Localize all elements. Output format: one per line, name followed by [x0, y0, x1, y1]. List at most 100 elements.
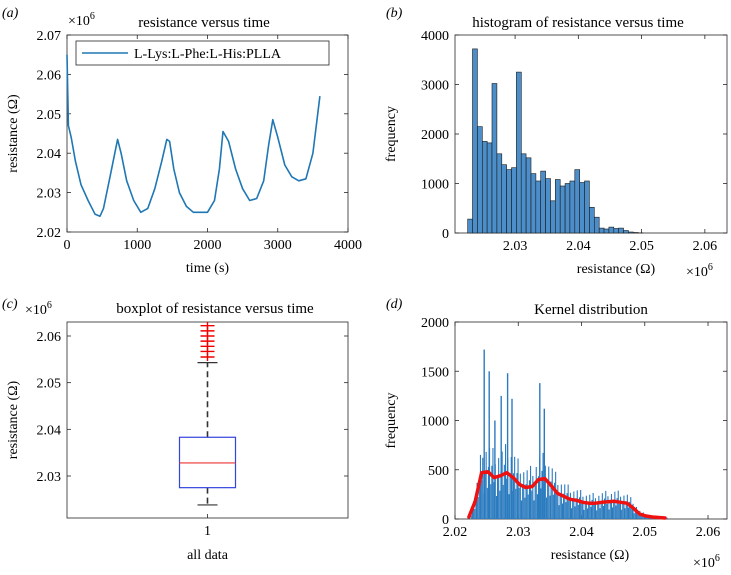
- frequency-bar: [572, 499, 574, 519]
- frequency-bar-peak: [539, 383, 541, 519]
- panel-d-kernel-distribution: (d) Kernel distribution ×106 resistance (Ω)…: [384, 297, 728, 571]
- axis-exponent-label: ×106: [25, 300, 52, 318]
- x-tick-label: 2000: [194, 238, 222, 253]
- frequency-bar-peak: [511, 398, 513, 519]
- frequency-bar: [502, 484, 504, 519]
- y-tick-label: 2.06: [37, 330, 62, 345]
- axis-exponent-label: ×106: [68, 11, 95, 29]
- frequency-bar: [484, 472, 486, 519]
- frequency-bar: [535, 467, 537, 519]
- frequency-bar: [583, 509, 585, 519]
- frequency-bar: [597, 503, 599, 519]
- histogram-bar: [520, 153, 527, 234]
- frequency-bar: [536, 494, 538, 519]
- frequency-bar: [512, 473, 514, 519]
- histogram-bar: [506, 169, 512, 234]
- histogram-bar: [545, 178, 551, 234]
- frequency-bar: [479, 454, 481, 519]
- frequency-bar: [573, 491, 575, 519]
- frequency-bar: [599, 508, 601, 519]
- panel-b-histogram: (b) histogram of resistance versus time ×1…: [384, 6, 728, 280]
- frequency-bar: [607, 496, 609, 519]
- legend-label: L-Lys:L-Phe:L-His:PLLA: [134, 47, 282, 62]
- x-tick-label: 2.03: [503, 239, 528, 254]
- frequency-bar: [568, 501, 570, 519]
- histogram-bar: [481, 141, 488, 234]
- panel-label: (a): [2, 6, 19, 21]
- frequency-bar: [632, 503, 634, 519]
- histogram-bar: [603, 228, 610, 234]
- frequency-bar: [540, 488, 542, 519]
- frequency-bar: [546, 497, 548, 519]
- frequency-bar: [519, 473, 521, 519]
- histogram-bar: [550, 200, 556, 234]
- frequency-bar: [585, 495, 587, 519]
- frequency-bar: [552, 494, 554, 519]
- panel-label: (c): [2, 297, 18, 312]
- axis-exponent-label: ×106: [693, 553, 720, 571]
- axis-exponent-power: 6: [708, 262, 713, 273]
- y-tick-label: 1500: [421, 365, 449, 380]
- frequency-bar: [520, 500, 522, 519]
- frequency-bar: [531, 490, 533, 519]
- chart-title: histogram of resistance versus time: [472, 15, 684, 31]
- frequency-bar: [575, 498, 577, 519]
- frequency-bar: [602, 506, 604, 519]
- histogram-bar: [525, 157, 532, 234]
- frequency-bar: [478, 478, 480, 519]
- histogram-bar: [608, 226, 615, 234]
- frequency-bar: [518, 487, 520, 519]
- y-axis-label: resistance (Ω): [6, 94, 21, 173]
- frequency-bar: [547, 481, 549, 519]
- frequency-bar: [610, 494, 612, 519]
- histogram-bar: [540, 170, 546, 234]
- frequency-bar: [505, 444, 507, 519]
- panel-label: (d): [386, 297, 403, 312]
- frequency-bar: [501, 451, 503, 519]
- x-axis-label: resistance (Ω): [577, 262, 656, 277]
- frequency-bar: [527, 494, 529, 519]
- frequency-bar: [574, 506, 576, 519]
- frequency-bar: [515, 488, 517, 519]
- frequency-bar: [577, 504, 579, 519]
- frequency-bar: [555, 471, 557, 519]
- frequency-bar: [553, 482, 555, 519]
- frequency-bar: [559, 494, 561, 519]
- histogram-bar: [535, 180, 541, 234]
- frequency-bar: [587, 508, 589, 519]
- frequency-bar-peak: [500, 395, 502, 519]
- frequency-bar: [549, 495, 551, 519]
- panel-label: (b): [386, 6, 403, 21]
- frequency-bar: [616, 498, 618, 519]
- frequency-bar: [530, 465, 532, 519]
- y-tick-label: 2.06: [37, 68, 62, 83]
- frequency-bar: [608, 509, 610, 519]
- frequency-bar: [566, 493, 568, 519]
- frequency-bar: [589, 494, 591, 519]
- frequency-bar: [534, 484, 536, 519]
- histogram-bar: [628, 231, 634, 234]
- frequency-bar: [508, 494, 510, 519]
- frequency-bar: [605, 490, 607, 519]
- y-tick-label: 2.03: [37, 470, 62, 485]
- y-axis-label: frequency: [384, 106, 399, 162]
- frequency-bar: [474, 509, 476, 519]
- frequency-bar: [482, 457, 484, 519]
- frequency-bar: [486, 487, 488, 519]
- frequency-bar: [576, 490, 578, 519]
- frequency-bar: [581, 503, 583, 519]
- frequency-bar: [567, 484, 569, 519]
- histogram-bar: [477, 126, 483, 234]
- histogram-bar: [486, 142, 493, 234]
- y-tick-label: 1000: [421, 178, 449, 193]
- x-tick-label: 2.02: [443, 525, 468, 540]
- frequency-bar: [490, 484, 492, 519]
- y-tick-label: 0: [442, 227, 449, 242]
- frequency-bar-peak: [483, 349, 485, 519]
- frequency-bar: [609, 501, 611, 519]
- frequency-bar: [538, 476, 540, 519]
- frequency-bar: [524, 497, 526, 519]
- frequency-bar: [564, 484, 566, 519]
- frequency-bar: [532, 475, 534, 519]
- chart-title: boxplot of resistance versus time: [116, 301, 314, 317]
